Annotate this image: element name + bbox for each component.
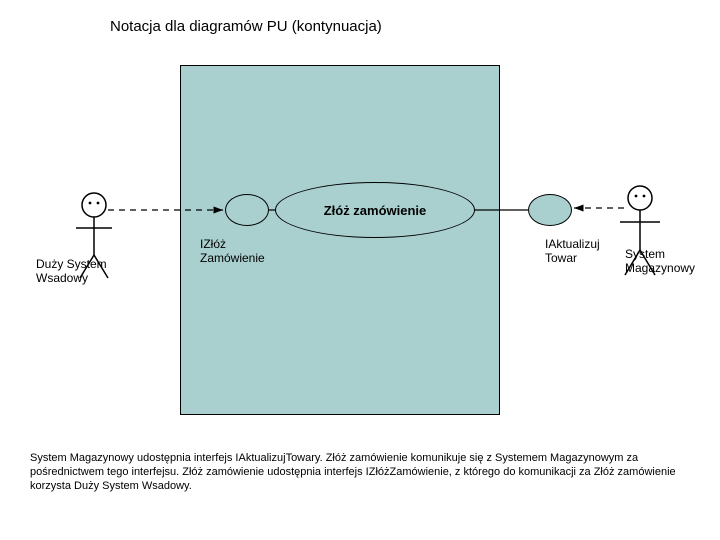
diagram-description: System Magazynowy udostępnia interfejs I… [30, 452, 690, 493]
usecase-zloz-zamowienie: Złóż zamówienie [275, 182, 475, 238]
interface-left-label: IZłóżZamówienie [200, 238, 265, 266]
usecase-label: Złóż zamówienie [324, 203, 427, 218]
diagram-title: Notacja dla diagramów PU (kontynuacja) [110, 18, 382, 35]
interface-iaktualizuj-towar [528, 194, 572, 226]
actor-left-label: Duży SystemWsadowy [36, 258, 107, 286]
actor-right-label: SystemMagazynowy [625, 248, 695, 276]
interface-izloz-zamowienie [225, 194, 269, 226]
interface-right-label: IAktualizujTowar [545, 238, 600, 266]
